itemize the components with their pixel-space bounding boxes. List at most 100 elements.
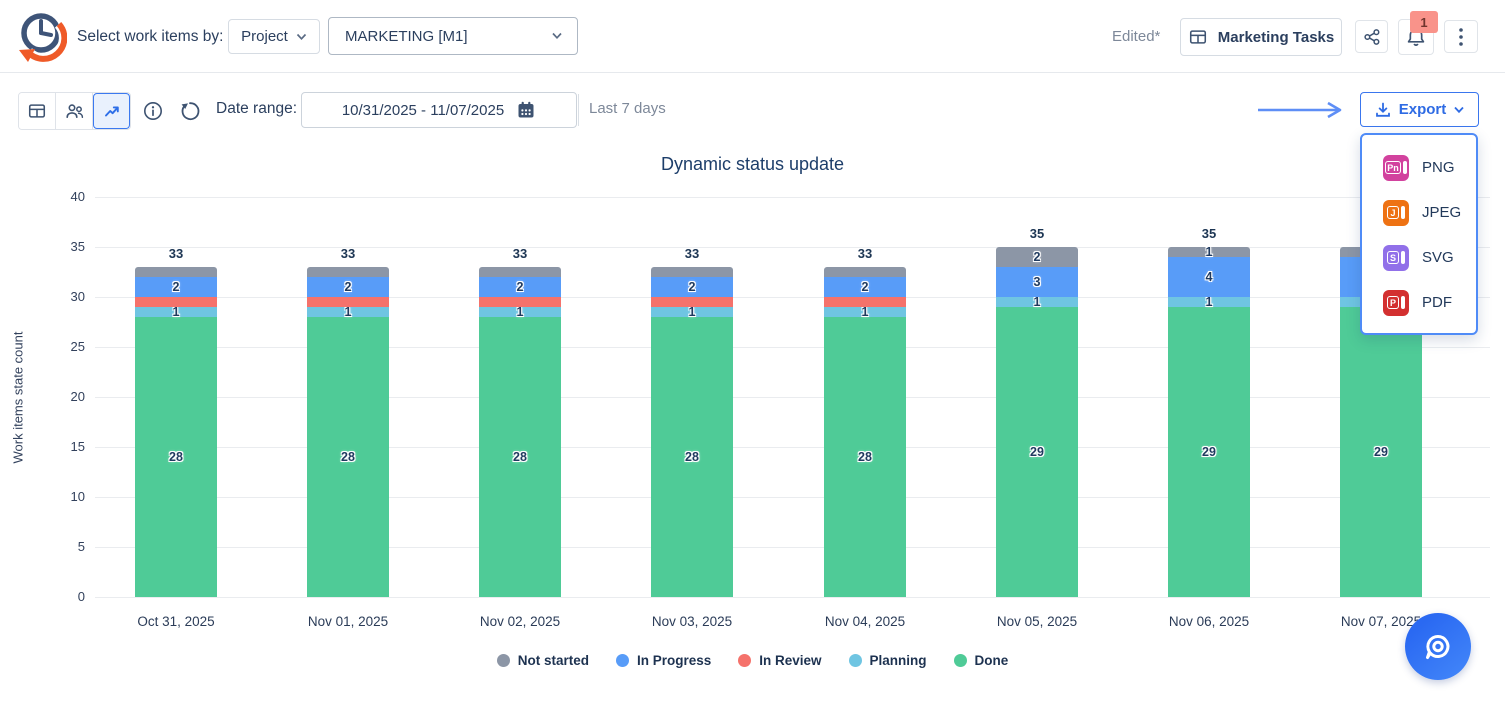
bar-segment-in-progress[interactable]: 4: [1168, 257, 1250, 297]
format-icon-bar: [1402, 161, 1407, 174]
bar-segment-planning[interactable]: 1: [479, 305, 561, 319]
date-range-input[interactable]: 10/31/2025 - 11/07/2025: [301, 92, 577, 128]
bar-total-label: 35: [1201, 226, 1217, 241]
bar-segment-not-started[interactable]: [479, 267, 561, 277]
segment-value-label: 4: [1205, 270, 1213, 284]
date-preset-label: Last 7 days: [589, 100, 666, 117]
bar-segment-done[interactable]: 28: [824, 317, 906, 597]
bar-segment-in-progress[interactable]: 2: [479, 277, 561, 297]
legend-item-not-started[interactable]: Not started: [496, 653, 589, 668]
view-table-button[interactable]: [19, 93, 56, 129]
export-menu-item-jpeg[interactable]: J JPEG: [1362, 190, 1476, 235]
bar-segment-done[interactable]: 29: [996, 307, 1078, 597]
segment-value-label: 1: [1033, 295, 1041, 309]
legend-label: Planning: [869, 653, 927, 668]
bar-segment-not-started[interactable]: [824, 267, 906, 277]
more-options-button[interactable]: [1444, 20, 1478, 53]
y-tick-label: 40: [70, 189, 85, 204]
export-menu-item-png[interactable]: Pn PNG: [1362, 145, 1476, 190]
bar-segment-done[interactable]: 28: [651, 317, 733, 597]
format-icon-letters: J: [1387, 206, 1399, 219]
bar-total-label: 33: [857, 246, 873, 261]
legend-item-in-review[interactable]: In Review: [738, 653, 822, 668]
bar-segment-done[interactable]: 29: [1168, 307, 1250, 597]
bar-segment-in-review[interactable]: [479, 297, 561, 307]
refresh-button[interactable]: [178, 99, 201, 122]
export-menu-item-pdf[interactable]: P PDF: [1362, 280, 1476, 325]
bar-segment-in-review[interactable]: [307, 297, 389, 307]
x-axis-label: Nov 07, 2025: [1340, 614, 1422, 629]
info-button[interactable]: [141, 99, 164, 122]
legend-label: In Progress: [636, 653, 712, 668]
share-icon: [1363, 28, 1379, 45]
legend-dot-in-progress: [615, 654, 629, 667]
annotation-arrow: [1258, 101, 1342, 119]
gridline: [95, 297, 1490, 298]
calendar-icon[interactable]: [516, 100, 536, 120]
view-chart-button[interactable]: [93, 93, 130, 129]
bar-segment-in-progress[interactable]: 2: [824, 277, 906, 297]
segment-value-label: 1: [861, 305, 869, 319]
y-axis-label: Work items state count: [10, 331, 26, 464]
info-icon: [143, 101, 162, 120]
bar-segment-in-progress[interactable]: 2: [651, 277, 733, 297]
marketing-tasks-label: Marketing Tasks: [1217, 28, 1335, 46]
bar-segment-done[interactable]: 28: [307, 317, 389, 597]
export-menu-item-svg[interactable]: S SVG: [1362, 235, 1476, 280]
bar-segment-in-review[interactable]: [651, 297, 733, 307]
bar-segment-not-started[interactable]: [651, 267, 733, 277]
search-fab[interactable]: [1405, 613, 1471, 680]
export-label: Export: [1398, 101, 1447, 118]
y-tick-label: 30: [70, 289, 85, 304]
y-tick-label: 5: [77, 539, 85, 554]
refresh-icon: [181, 101, 199, 120]
bar-segment-done[interactable]: 29: [1340, 307, 1422, 597]
export-button[interactable]: Export: [1360, 92, 1479, 127]
gridline: [95, 247, 1490, 248]
share-button[interactable]: [1355, 20, 1388, 53]
bar-segment-in-progress[interactable]: 2: [135, 277, 217, 297]
segment-value-label: 1: [688, 305, 696, 319]
legend-item-done[interactable]: Done: [953, 653, 1008, 668]
bar-segment-in-review[interactable]: [824, 297, 906, 307]
view-people-button[interactable]: [56, 93, 93, 129]
bar-segment-not-started[interactable]: [307, 267, 389, 277]
bar-segment-in-progress[interactable]: 2: [307, 277, 389, 297]
marketing-tasks-button[interactable]: Marketing Tasks: [1180, 18, 1342, 56]
bar-segment-planning[interactable]: 1: [996, 295, 1078, 309]
format-icon-letters: S: [1387, 251, 1399, 264]
segment-value-label: 28: [513, 450, 527, 464]
bar-segment-not-started[interactable]: 2: [996, 247, 1078, 267]
edited-status: Edited*: [1112, 28, 1161, 45]
bar-segment-planning[interactable]: 1: [824, 305, 906, 319]
file-format-pdf-icon: P: [1383, 289, 1409, 316]
bar-segment-planning[interactable]: 1: [651, 305, 733, 319]
y-tick-label: 35: [70, 239, 85, 254]
segment-value-label: 2: [172, 280, 180, 294]
bar-segment-not-started[interactable]: 1: [1168, 245, 1250, 259]
select-work-items-label: Select work items by:: [77, 28, 224, 45]
app-header: Select work items by: Project MARKETING …: [0, 0, 1505, 73]
bar-segment-done[interactable]: 28: [479, 317, 561, 597]
bar-segment-not-started[interactable]: [135, 267, 217, 277]
project-select-dropdown[interactable]: MARKETING [M1]: [328, 17, 578, 55]
group-by-dropdown[interactable]: Project: [228, 19, 320, 54]
app-logo-clock-icon: [19, 13, 67, 65]
date-range-value: 10/31/2025 - 11/07/2025: [341, 101, 505, 119]
legend-dot-done: [953, 654, 967, 667]
bar-segment-planning[interactable]: 1: [135, 305, 217, 319]
bar-segment-in-progress[interactable]: 3: [996, 267, 1078, 297]
gridline: [95, 347, 1490, 348]
bar-segment-in-review[interactable]: [135, 297, 217, 307]
bar-total-label: 33: [684, 246, 700, 261]
bar-segment-planning[interactable]: 1: [307, 305, 389, 319]
legend-item-planning[interactable]: Planning: [848, 653, 927, 668]
bar-segment-planning[interactable]: 1: [1168, 295, 1250, 309]
legend-item-in-progress[interactable]: In Progress: [615, 653, 712, 668]
bar-segment-done[interactable]: 28: [135, 317, 217, 597]
view-switcher: [18, 92, 131, 130]
notifications-button[interactable]: 1: [1398, 11, 1438, 55]
line-chart-icon: [104, 106, 119, 117]
file-format-png-icon: Pn: [1383, 154, 1409, 181]
segment-value-label: 2: [1033, 250, 1041, 264]
